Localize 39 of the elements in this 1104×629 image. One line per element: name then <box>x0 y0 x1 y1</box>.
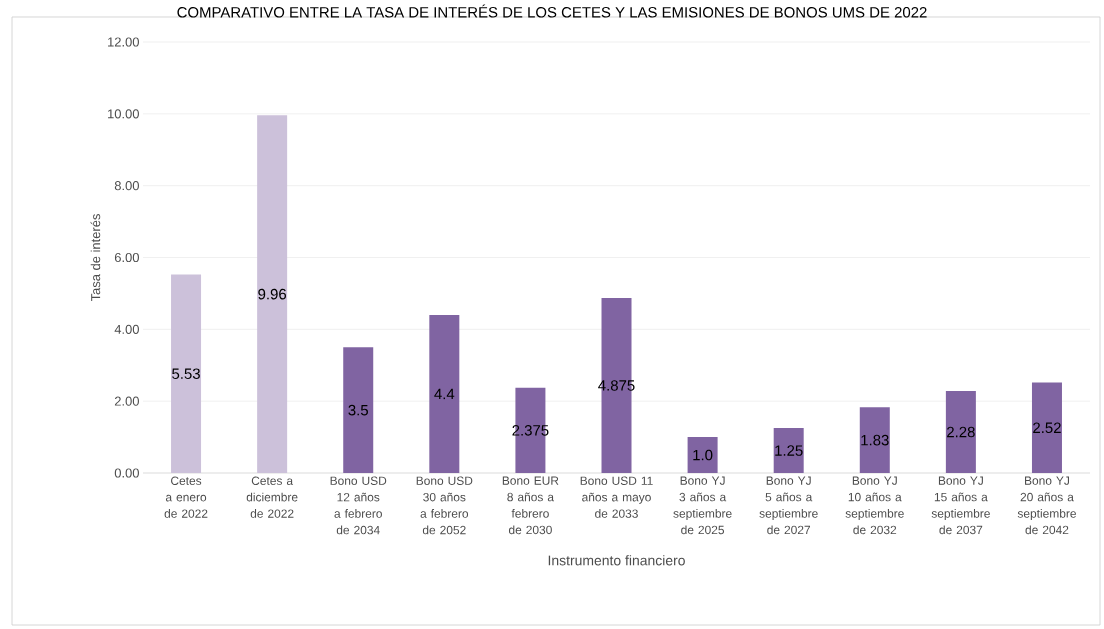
x-tick-label: Cetes a enero de 2022 <box>164 476 208 518</box>
data-label: 1.0 <box>693 449 713 461</box>
x-tick-label: Bono YJ 20 años a septiembre de 2042 <box>1017 476 1076 535</box>
data-label: 4.4 <box>434 388 455 400</box>
bar <box>859 407 890 473</box>
x-tick-label: Bono USD 30 años a febrero de 2052 <box>416 476 473 535</box>
x-tick-label: Bono YJ 3 años a septiembre de 2025 <box>673 476 732 535</box>
data-label: 5.53 <box>172 368 200 379</box>
bar <box>343 347 374 473</box>
y-tick-label: 4.00 <box>114 324 139 334</box>
bar <box>257 115 288 473</box>
bar <box>1031 382 1062 473</box>
x-tick-label: Bono YJ 15 años a septiembre de 2037 <box>931 476 990 535</box>
data-label: 2.28 <box>947 426 975 438</box>
bar <box>171 274 202 473</box>
x-tick-label: Bono USD 11 años a mayo de 2033 <box>580 476 653 518</box>
data-label: 1.25 <box>775 445 803 456</box>
x-tick-label: Bono YJ 10 años a septiembre de 2032 <box>845 476 904 535</box>
data-label: 2.52 <box>1033 422 1061 434</box>
data-label: 1.83 <box>861 434 889 446</box>
x-tick-label: Bono YJ 5 años a septiembre de 2027 <box>759 476 818 535</box>
y-tick-label: 0.00 <box>114 468 139 478</box>
data-label: 9.96 <box>258 288 287 300</box>
y-tick-label: 10.00 <box>108 109 139 119</box>
y-tick-label: 12.00 <box>108 37 139 47</box>
bar <box>773 428 804 473</box>
bar <box>687 437 718 473</box>
y-axis-title: Tasa de interés <box>90 214 101 302</box>
x-tick-label: Cetes a diciembre de 2022 <box>246 476 298 518</box>
x-tick-label: Bono EUR 8 años a febrero de 2030 <box>502 476 559 535</box>
bar <box>429 314 460 473</box>
bar <box>945 391 976 473</box>
y-tick-label: 8.00 <box>114 181 139 191</box>
data-label: 3.5 <box>348 404 368 416</box>
y-tick-label: 2.00 <box>114 396 139 406</box>
y-tick-label: 6.00 <box>114 252 139 263</box>
x-tick-label: Bono USD 12 años a febrero de 2034 <box>330 476 387 535</box>
x-axis-title: Instrumento financiero <box>548 555 685 566</box>
chart-title: COMPARATIVO ENTRE LA TASA DE INTERÉS DE LOS CETES Y LAS EMISIONES DE BONOS UMS DE 2022 <box>177 4 927 18</box>
